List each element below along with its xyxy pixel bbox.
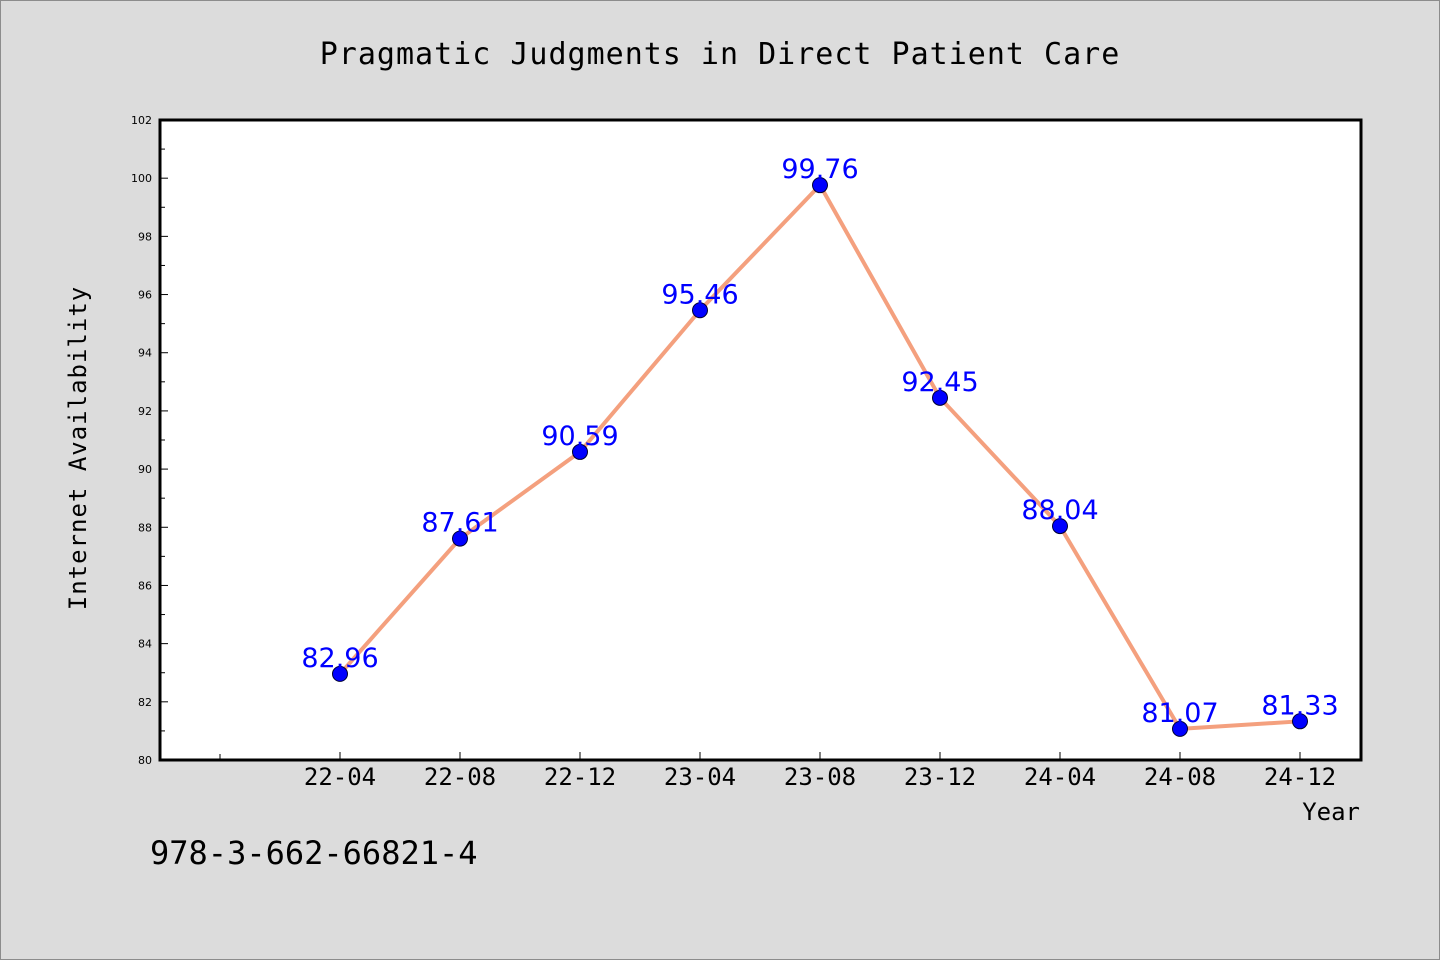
x-axis-label: Year	[1302, 798, 1360, 826]
data-label: 87.61	[421, 508, 498, 539]
x-tick-label: 23-12	[904, 763, 976, 791]
data-label: 82.96	[301, 643, 378, 674]
x-tick-label: 24-04	[1024, 763, 1096, 791]
data-point	[332, 665, 348, 682]
y-tick-label: 90	[138, 463, 152, 476]
data-label: 90.59	[541, 421, 618, 452]
y-tick-label: 100	[131, 172, 152, 185]
x-axis: 22-04 22-08 22-12 23-04 23-08 23-12 24-04 24-08…	[219, 752, 1336, 791]
data-point	[1172, 720, 1188, 737]
data-point	[1292, 713, 1308, 730]
x-tick-label: 22-12	[544, 763, 616, 791]
y-tick-label: 94	[138, 347, 152, 360]
y-tick-label: 98	[138, 230, 152, 243]
y-axis-label: Internet Availability	[64, 286, 92, 610]
x-tick-label: 24-08	[1144, 763, 1216, 791]
data-series: 82.96 87.61 90.59 95.46 99.76 92.45 88.04 81.07…	[301, 154, 1339, 737]
y-tick-label: 96	[138, 289, 152, 302]
y-tick-label: 86	[138, 579, 152, 592]
data-label: 88.04	[1021, 495, 1098, 526]
data-point	[452, 530, 468, 547]
data-label: 92.45	[901, 367, 978, 398]
y-tick-label: 88	[138, 521, 152, 534]
y-tick-label: 80	[138, 754, 152, 767]
x-tick-label: 22-04	[304, 763, 376, 791]
data-label: 81.33	[1261, 690, 1338, 721]
data-label: 81.07	[1141, 698, 1218, 729]
x-tick-label: 24-12	[1264, 763, 1336, 791]
data-point	[812, 177, 828, 194]
x-tick-label: 22-08	[424, 763, 496, 791]
data-label: 99.76	[781, 154, 858, 185]
data-point	[1052, 518, 1068, 535]
footer-code: 978-3-662-66821-4	[150, 834, 478, 872]
data-label: 95.46	[661, 279, 738, 310]
y-tick-label: 102	[131, 114, 152, 127]
y-tick-label: 92	[138, 405, 152, 418]
chart-title: Pragmatic Judgments in Direct Patient Ca…	[320, 37, 1121, 72]
data-point	[932, 389, 948, 406]
y-tick-label: 84	[138, 638, 152, 651]
y-tick-label: 82	[138, 696, 152, 709]
data-point	[572, 443, 588, 460]
x-tick-label: 23-04	[664, 763, 736, 791]
x-tick-label: 23-08	[784, 763, 856, 791]
y-axis: 80 82 84 86 88 90 92 94 96 98 100 102	[131, 114, 168, 767]
data-point	[692, 302, 708, 319]
